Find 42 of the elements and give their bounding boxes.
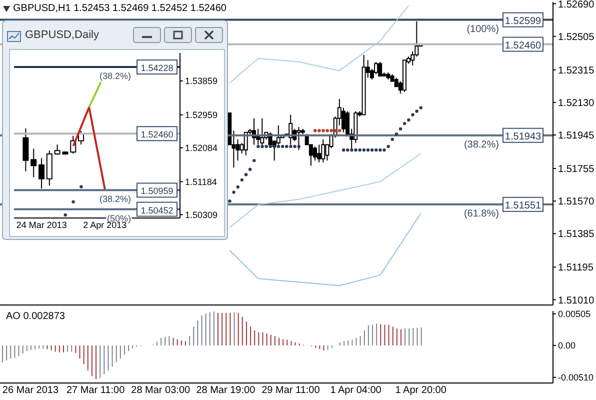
y-tick-label: 1.51945 [558, 130, 595, 142]
annotation: (38.2%) [464, 139, 499, 150]
ref-line-label: 1.52460 [504, 40, 542, 52]
x-tick-label: 29 Mar 11:00 [262, 385, 320, 396]
x-tick-label: 27 Mar 11:00 [66, 385, 126, 396]
chart-title: AO 0.002873 [6, 311, 65, 322]
x-tick-label: 1 Apr 04:00 [330, 385, 382, 396]
y-tick-label: 1.51755 [558, 164, 595, 176]
y-tick-label: 1.53859 [185, 76, 218, 86]
annotation: (61.8%) [464, 208, 499, 220]
y-tick-label: 0.00505 [558, 309, 591, 320]
ref-line-label: 1.51943 [504, 131, 542, 142]
y-tick-label: 1.51010 [558, 295, 595, 306]
x-tick-label: 24 Mar 2013 [16, 220, 67, 230]
ref-line-label: 1.52599 [504, 16, 542, 27]
x-tick-label: 26 Mar 2013 [2, 385, 60, 396]
annotation: (38.2%) [100, 194, 132, 204]
ref-line-label: 1.50959 [140, 186, 174, 196]
y-tick-label: 1.51385 [558, 229, 595, 240]
annotation: (100%) [466, 24, 499, 35]
y-tick-label: 1.51184 [185, 176, 217, 187]
ref-line-label: 1.50452 [140, 205, 174, 216]
chart-title: GBPUSD,Daily [25, 29, 99, 41]
x-tick-label: 28 Mar 03:00 [131, 385, 191, 396]
y-tick-label: 1.52959 [185, 110, 218, 120]
chart-title: GBPUSD,H1 1.52453 1.52469 1.52452 1.52460 [13, 3, 226, 14]
y-tick-label: -0.00510 [558, 372, 594, 383]
y-tick-label: 0.00 [558, 340, 576, 351]
y-tick-label: 1.51570 [558, 196, 595, 208]
y-tick-label: 1.50309 [185, 210, 218, 220]
x-tick-label: 2 Apr 2013 [83, 220, 127, 230]
y-tick-label: 1.52130 [558, 98, 595, 109]
y-tick-label: 1.51195 [558, 262, 594, 274]
x-tick-label: 1 Apr 20:00 [395, 385, 447, 396]
ref-line-label: 1.52460 [140, 130, 174, 140]
y-tick-label: 1.52084 [185, 142, 218, 153]
ref-line-label: 1.54228 [140, 63, 174, 74]
x-tick-label: 28 Mar 19:00 [196, 385, 256, 396]
y-tick-label: 1.52505 [558, 32, 595, 43]
ref-line-label: 1.51551 [504, 200, 542, 212]
y-tick-label: 1.52315 [558, 65, 595, 76]
y-tick-label: 1.52690 [558, 0, 595, 10]
